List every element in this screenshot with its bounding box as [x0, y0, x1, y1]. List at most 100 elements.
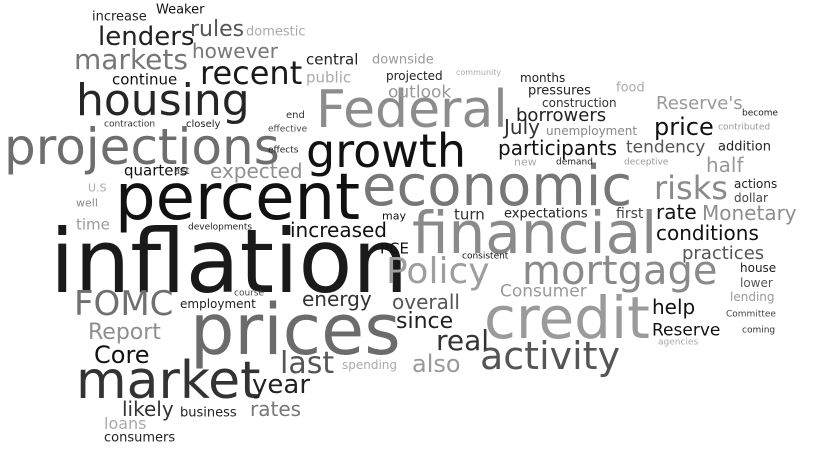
word-overall: overall — [392, 290, 460, 314]
word-july: July — [504, 115, 540, 139]
word-new: new — [514, 155, 537, 169]
word-market: market — [76, 351, 261, 411]
word-prices: prices — [190, 289, 401, 371]
word-borrowers: borrowers — [516, 105, 607, 126]
word-pce: PCE — [380, 239, 409, 258]
word-federal: Federal — [316, 80, 508, 140]
word-central: central — [306, 50, 359, 69]
word-expected: expected — [210, 159, 303, 183]
word-food: food — [616, 80, 645, 96]
word-help: help — [652, 295, 696, 319]
word-lower: lower — [740, 276, 773, 290]
word-policy: Policy — [386, 251, 490, 292]
word-rates: rates — [250, 397, 302, 421]
word-public: public — [306, 68, 352, 87]
word-months: months — [520, 71, 566, 85]
word-course: course — [234, 288, 265, 299]
word-price: price — [654, 113, 714, 141]
word-continue: continue — [112, 70, 178, 89]
word-actions: actions — [734, 177, 778, 191]
word-rate: rate — [656, 200, 697, 224]
word-lending: lending — [730, 290, 775, 304]
word-activity: activity — [480, 334, 621, 378]
word-recent: recent — [200, 54, 303, 92]
word-energy: energy — [302, 287, 372, 311]
word-credit: credit — [484, 284, 650, 352]
word-increased: increased — [290, 218, 387, 242]
word-loans: loans — [104, 414, 147, 433]
word-business: business — [180, 405, 237, 421]
word-economic: economic — [362, 154, 633, 219]
word-outlook: outlook — [388, 82, 452, 103]
word-employment: employment — [180, 297, 256, 311]
word-mortgage: mortgage — [522, 248, 718, 294]
word-contributed: contributed — [718, 122, 771, 133]
word-also: also — [412, 350, 461, 378]
word-fomc: FOMC — [74, 284, 174, 324]
word-weaker: Weaker — [156, 2, 205, 18]
word-financial: financial — [412, 199, 658, 267]
word-lenders: lenders — [98, 22, 195, 52]
word-half: half — [706, 153, 744, 177]
word-domestic: domestic — [246, 24, 306, 40]
word-house: house — [740, 261, 777, 275]
word-consumers: consumers — [104, 430, 176, 446]
word-agencies: agencies — [658, 337, 699, 348]
word-end: end — [286, 110, 305, 121]
word-demand: demand — [556, 157, 593, 168]
word-rules: rules — [190, 17, 245, 42]
word-pressures: pressures — [528, 83, 591, 99]
word-well: well — [76, 196, 98, 210]
word-turn: turn — [454, 205, 485, 224]
word-consumer: Consumer — [500, 281, 587, 302]
word-participants: participants — [498, 136, 618, 160]
word-year: year — [252, 370, 311, 400]
word-projections: projections — [4, 118, 280, 176]
word-construction: construction — [542, 96, 617, 110]
word-real: real — [436, 324, 490, 357]
word-consistent: consistent — [462, 251, 509, 262]
word-effective: effective — [268, 124, 308, 135]
word-however: however — [192, 39, 278, 63]
word-first: first — [616, 206, 644, 222]
word-housing: housing — [76, 75, 250, 126]
word-time: time — [76, 215, 110, 234]
word-projected: projected — [386, 69, 443, 83]
word-downside: downside — [372, 52, 434, 68]
word-quarters: quarters — [124, 161, 188, 180]
word-since: since — [396, 309, 454, 334]
word-last: last — [280, 346, 335, 381]
word-monetary: Monetary — [702, 201, 797, 225]
word-growth: growth — [306, 124, 467, 178]
word-community: community — [456, 68, 502, 77]
word-likely: likely — [122, 397, 174, 421]
word-committee: Committee — [726, 309, 776, 320]
word-reserve-s: Reserve's — [656, 93, 743, 114]
word-act: act — [174, 166, 190, 177]
word-expectations: expectations — [504, 206, 588, 222]
word-may: may — [382, 209, 406, 223]
word-closely: closely — [186, 119, 221, 130]
word-increase: increase — [92, 9, 147, 25]
word-conditions: conditions — [656, 221, 759, 245]
word-tendency: tendency — [626, 137, 706, 158]
word-core: Core — [94, 341, 150, 369]
word-dollar: dollar — [734, 191, 768, 205]
word-inflation: inflation — [50, 210, 409, 313]
word-report: Report — [88, 320, 161, 345]
word-practices: practices — [682, 243, 765, 264]
word-coming: coming — [742, 325, 776, 336]
word-u-s: U.S — [88, 181, 107, 195]
word-addition: addition — [718, 139, 771, 155]
word-risks: risks — [654, 169, 728, 207]
word-developments: developments — [188, 222, 253, 233]
word-unemployment: unemployment — [546, 124, 638, 138]
word-markets: markets — [74, 43, 188, 76]
word-become: become — [742, 108, 779, 119]
word-contraction: contraction — [104, 119, 156, 130]
word-spending: spending — [342, 358, 398, 372]
word-reserve: Reserve — [652, 320, 721, 341]
word-deceptive: deceptive — [624, 157, 669, 168]
word-percent: percent — [115, 161, 361, 235]
